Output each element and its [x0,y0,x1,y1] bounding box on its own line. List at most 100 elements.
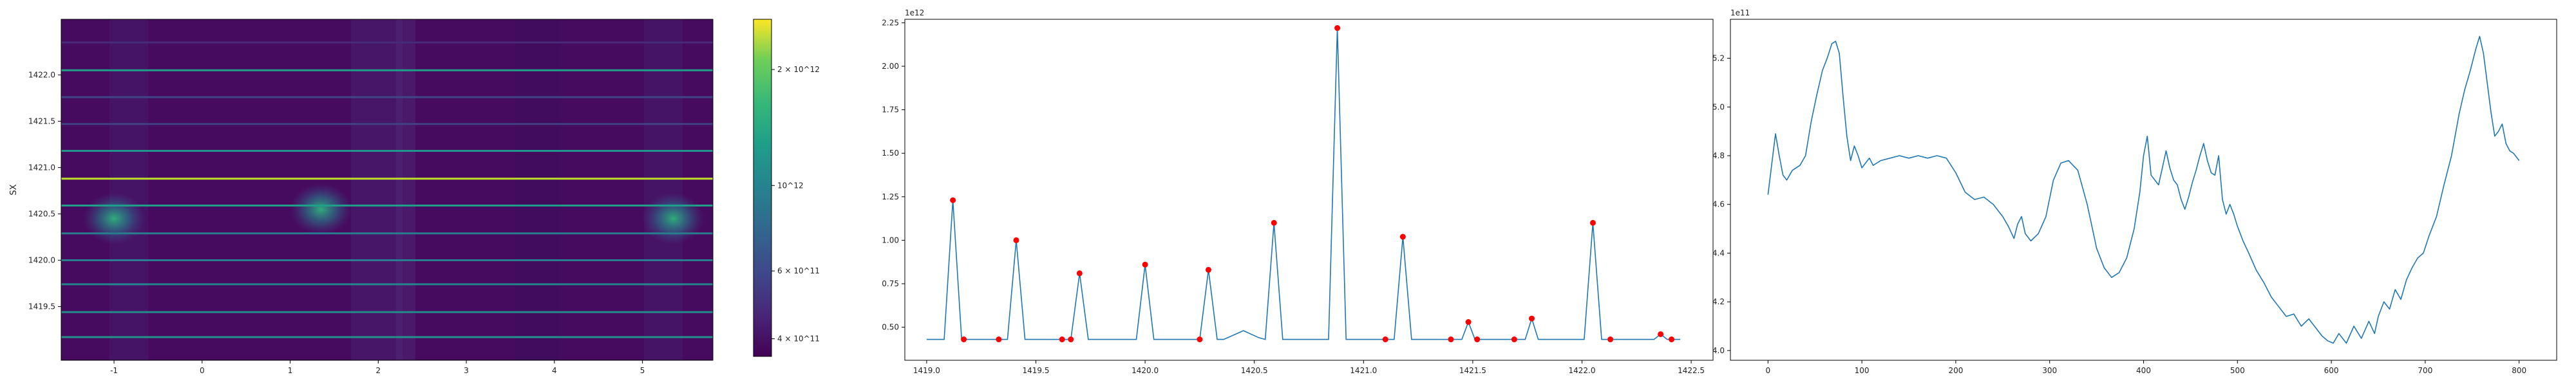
heatmap-panel: -1 0 1 2 3 4 5 1419.51420.01420.51421.01421.51… [9,19,714,375]
heatmap-band [351,19,402,360]
x-tick-label: 1421.5 [1459,366,1486,375]
x-tick-label: 2 [376,366,381,375]
y-tick-label: 2.00 [882,62,899,71]
heatmap-texture [109,19,683,360]
peak-marker [1448,336,1454,343]
x-tick-label: 500 [2230,366,2245,375]
colorbar-tick-label: 2 × 10^12 [777,65,820,74]
x-tick-label: 300 [2042,366,2057,375]
y-tick-label: 1422.0 [28,70,55,79]
peak-marker [1589,219,1596,226]
peaks-x-axis: 1419.0 1419.5 1420.0 1420.5 1421.0 1421.5 1422… [913,360,1705,375]
x-tick-label: 600 [2324,366,2339,375]
y-tick-label: 1.75 [882,106,899,115]
profile-offset-label: 1e11 [1730,8,1750,17]
y-tick-label: 0.50 [882,323,899,332]
peak-marker [1334,25,1341,32]
y-tick-label: 4.4 [1712,248,1725,257]
colorbar-ticks: 4 × 10^11 6 × 10^11 10^12 2 × 10^12 [772,65,820,344]
peak-marker [1271,219,1277,226]
x-tick-label: 1422.5 [1678,366,1705,375]
x-tick-label: 1419.5 [1023,366,1050,375]
peak-marker [950,197,956,203]
x-tick-label: 3 [464,366,469,375]
y-tick-label: 1.00 [882,235,899,244]
x-tick-label: 1420.0 [1132,366,1159,375]
peak-marker [1068,336,1074,343]
profile-series-line [1767,35,2520,344]
peak-marker [1658,331,1664,337]
peak-marker [1205,266,1211,273]
colorbar-tick-label: 6 × 10^11 [777,266,820,275]
colorbar-gradient [753,19,772,357]
x-tick-label: 1421.0 [1350,366,1377,375]
peak-marker [996,336,1002,343]
y-tick-label: 4.2 [1712,297,1725,306]
peak-marker [1465,319,1472,326]
y-tick-label: 1420.5 [28,209,55,218]
colorbar-tick-label: 4 × 10^11 [777,335,820,344]
y-tick-label: 1421.5 [28,116,55,125]
profile-plot-area [1730,19,2557,361]
colorbar: 4 × 10^11 6 × 10^11 10^12 2 × 10^12 [753,19,820,357]
y-tick-label: 4.8 [1712,151,1725,160]
x-tick-label: 1419.0 [913,366,940,375]
profile-x-axis: 0 100 200 300 400 500 600 700 800 [1765,360,2526,375]
heatmap-frame [61,19,714,361]
x-tick-label: 1 [288,366,293,375]
peaks-plot-area [904,19,1714,361]
x-tick-label: 800 [2512,366,2526,375]
x-tick-label: 0 [1765,366,1770,375]
heatmap-band [396,19,415,360]
heatmap-band [109,19,148,360]
x-tick-label: 5 [640,366,645,375]
peaks-y-axis: 0.50 0.75 1.00 1.25 1.50 1.75 2.00 2.25 [882,18,905,332]
y-tick-label: 0.75 [882,279,899,288]
heatmap-band [515,19,560,360]
heatmap-x-axis: -1 0 1 2 3 4 5 [110,360,645,375]
heatmap-background [61,19,713,360]
peak-marker [1474,336,1481,343]
peak-marker [1607,336,1614,343]
peak-marker [1382,336,1388,343]
x-tick-label: 400 [2136,366,2151,375]
peak-marker [1013,237,1019,243]
heatmap-bright-spot [83,192,146,244]
x-tick-label: 200 [1948,366,1963,375]
y-tick-label: 4.6 [1712,200,1725,209]
peaks-markers [950,25,1675,343]
x-tick-label: 100 [1855,366,1870,375]
x-tick-label: 1422.0 [1568,366,1595,375]
y-tick-label: 4.0 [1712,346,1725,355]
y-tick-label: 1420.0 [28,255,55,264]
x-tick-label: 4 [552,366,557,375]
y-tick-label: 1421.0 [28,163,55,172]
colorbar-tick-label: 10^12 [777,181,804,190]
peak-marker [1197,336,1203,343]
heatmap-rows [61,41,713,338]
profile-panel: 0 100 200 300 400 500 600 700 800 4.0 4.2 4.4 4.6 4.… [1712,8,2557,375]
x-tick-label: 1420.5 [1241,366,1268,375]
y-tick-label: 5.0 [1712,102,1725,111]
y-tick-label: 1419.5 [28,302,55,311]
x-tick-label: -1 [110,366,118,375]
heatmap-y-axis: 1419.5 1420.0 1420.5 1421.0 1421.5 1422.0 [28,70,61,311]
heatmap-y-axis-label: SX [9,184,19,195]
peak-marker [1142,261,1148,268]
peak-marker [1399,234,1406,240]
peak-marker [961,336,967,343]
peak-marker [1528,315,1535,322]
y-tick-label: 1.25 [882,192,899,201]
x-tick-label: 700 [2418,366,2432,375]
peak-marker [1059,336,1065,343]
heatmap-bright-spot [642,192,705,244]
y-tick-label: 1.50 [882,149,899,158]
peak-marker [1511,336,1517,343]
x-tick-label: 0 [200,366,205,375]
heatmap-band [644,19,683,360]
peaks-panel: 1419.0 1419.5 1420.0 1420.5 1421.0 1421.5 1422… [882,8,1714,375]
heatmap-bright-spot [290,183,352,235]
series-line [1767,35,2520,344]
profile-y-axis: 4.0 4.2 4.4 4.6 4.8 5.0 5.2 [1712,54,1730,355]
